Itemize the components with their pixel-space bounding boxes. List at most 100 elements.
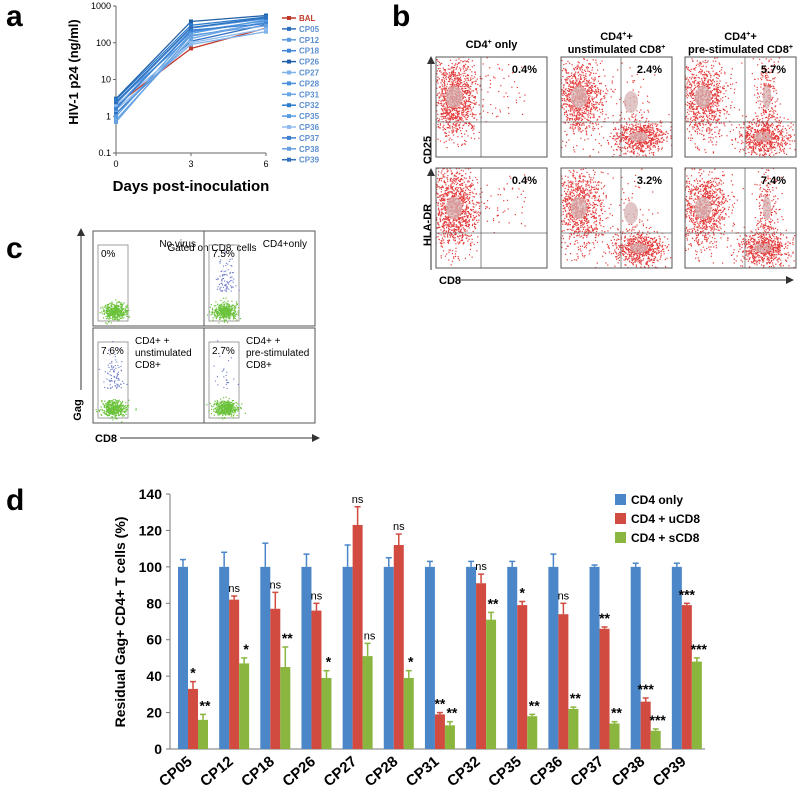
panel-b-dot [581,119,584,121]
panel-b-dot [436,80,438,82]
panel-b-dot [467,135,469,137]
panel-b-dot [660,122,663,124]
panel-b-dot [459,78,461,80]
panel-b-dot [631,123,633,125]
panel-b-dot [603,95,605,97]
panel-b-dot [669,79,670,80]
panel-b-dot [698,163,699,164]
panel-b-dot [457,112,459,115]
panel-b-col-header: CD4++ [724,31,757,43]
panel-b-dot [658,141,660,143]
panel-b-dot [645,129,647,131]
panel-b-dot [770,140,772,142]
panel-b-dot [599,92,602,94]
panel-b-dot [469,121,471,124]
panel-b-dot [434,205,435,206]
panel-b-dot [696,60,698,62]
panel-b-dot [647,127,649,129]
panel-b-dot [779,143,781,145]
panel-b-dot [685,78,687,80]
panel-b-dot [626,147,628,150]
panel-b-dot [591,96,593,98]
panel-b-dot [604,120,606,123]
panel-b-dot [441,84,443,86]
panel-b-dot [693,124,696,126]
panel-b-dot [559,112,560,113]
panel-a-point [189,36,193,41]
panel-b-dot [750,147,752,149]
panel-b-dot [631,142,634,145]
panel-b-dot [587,92,589,94]
panel-b-dot [451,66,453,68]
panel-b-dot [670,73,671,74]
panel-b-dot [618,143,621,145]
panel-b-dot [571,128,573,130]
panel-b-dot [702,112,704,114]
panel-b-dot [688,103,690,105]
panel-b-dot [704,84,706,86]
panel-b-dot [476,119,478,121]
panel-b-dot [569,98,571,101]
panel-b-dot [713,115,715,117]
panel-b-dot [748,126,750,128]
panel-b-dot [766,121,768,124]
panel-b-dot [691,137,694,139]
panel-b-dot [714,131,716,133]
panel-b-dot [771,123,774,125]
panel-b-dot [446,106,448,108]
panel-b-dot [556,86,557,87]
panel-b-dot [741,62,743,64]
panel-b-dot [576,80,578,82]
panel-b-dot [468,98,470,100]
panel-b-dot [456,131,458,133]
panel-b-dot [711,94,713,96]
panel-b-dot [623,140,625,142]
panel-b-dot [789,134,791,136]
panel-b-dot [690,122,692,124]
panel-b-dot [562,90,564,92]
panel-b-dot [474,138,476,140]
panel-b-dot [561,88,563,91]
panel-b-dot [712,102,714,104]
panel-b-dot [759,155,761,157]
panel-b-dot [706,85,709,87]
panel-b-dot [444,74,447,76]
panel-a-legend-label: CP36 [299,123,320,132]
panel-b-dot [679,76,680,77]
panel-b-dot [457,74,459,76]
panel-b-dot [689,118,692,120]
panel-b-dot [763,123,766,125]
panel-a-legend-label: CP26 [299,58,320,67]
panel-b-dot [449,121,451,124]
panel-b-dot [472,184,474,186]
panel-b-dot [564,103,566,105]
panel-b-dot [575,109,578,111]
panel-b-dot [771,143,773,145]
panel-b-dot [634,144,636,147]
panel-b-dot [701,119,703,121]
panel-b-dot [455,231,457,233]
panel-b-dot [451,173,453,175]
panel-b-dot [632,113,635,115]
panel-b-dot [461,118,463,120]
panel-b-dot [760,72,762,74]
panel-b-dot [654,141,656,143]
panel-b-dots [669,57,796,164]
panel-b-dot [629,151,631,153]
panel-b-dot [626,142,628,145]
panel-b-dot [566,103,568,105]
panel-b-dot [591,104,593,106]
panel-b-dot [768,85,770,87]
panel-b-dot [775,105,777,107]
panel-b-dot [762,93,764,95]
panel-b-dot [780,141,782,143]
panel-b-dot [647,146,649,148]
panel-b-dot [772,132,775,134]
panel-b-dot [449,79,451,81]
panel-b-dot [465,79,467,81]
panel-b-dot [628,140,630,142]
panel-b-dot [462,170,465,172]
panel-a-legend-marker [287,103,291,108]
panel-b-dot [792,124,794,126]
panel-b-dot [448,226,451,228]
